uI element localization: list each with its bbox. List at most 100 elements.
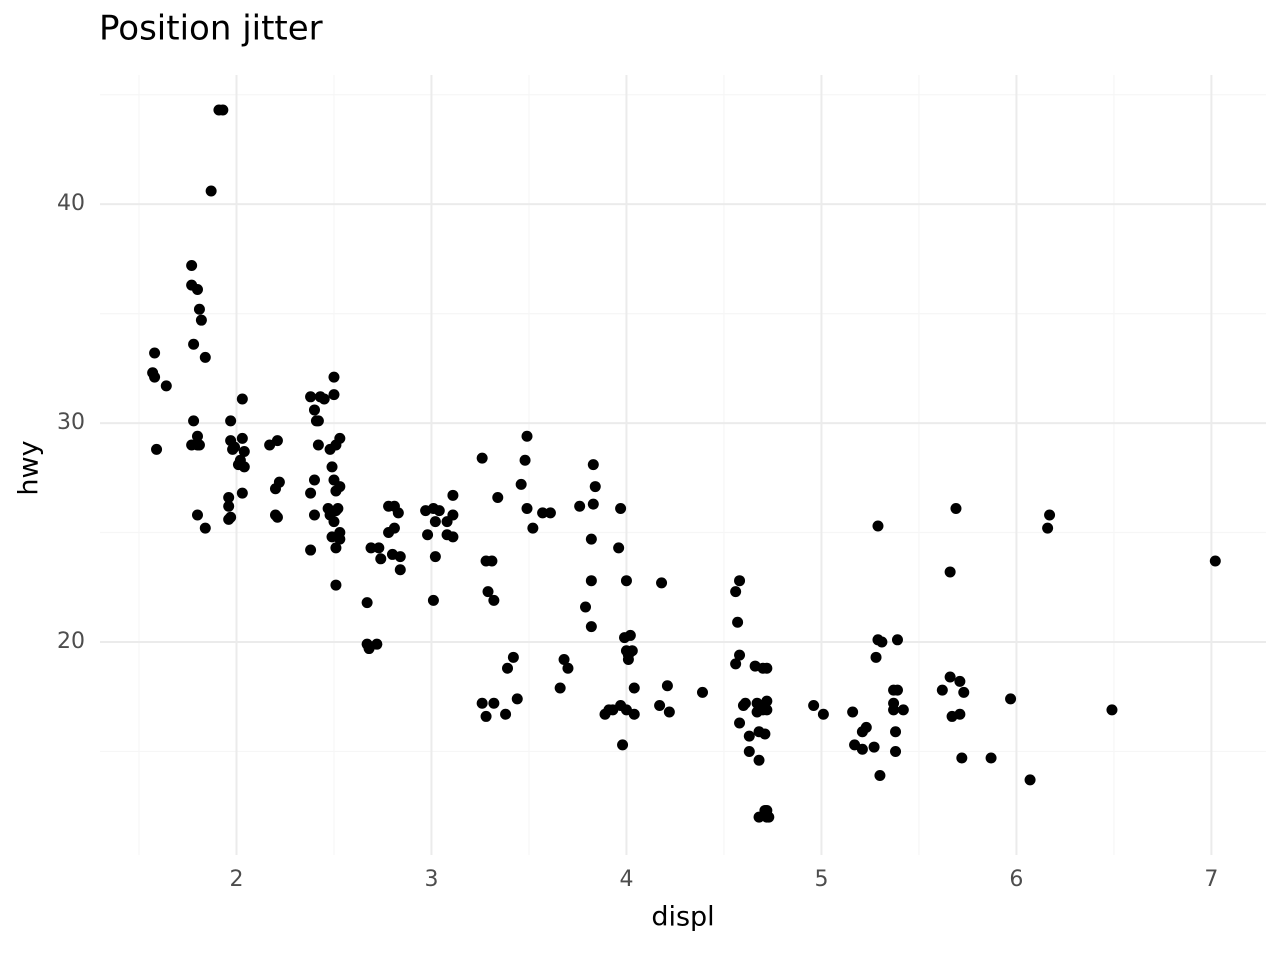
point	[574, 500, 586, 512]
point	[622, 649, 634, 661]
point	[308, 474, 320, 486]
point	[868, 741, 880, 753]
x-axis-label: displ	[651, 902, 714, 933]
point	[761, 695, 773, 707]
point	[191, 430, 203, 442]
point	[447, 531, 459, 543]
point	[954, 708, 966, 720]
point	[305, 487, 317, 499]
point	[188, 415, 200, 427]
point	[429, 551, 441, 563]
point	[847, 706, 859, 718]
point	[330, 579, 342, 591]
point	[537, 507, 549, 519]
point	[236, 487, 248, 499]
point	[950, 502, 962, 514]
point	[365, 542, 377, 554]
point	[271, 435, 283, 447]
point	[587, 459, 599, 471]
point	[696, 686, 708, 698]
chart-title: Position jitter	[99, 9, 323, 49]
point	[238, 461, 250, 473]
point	[223, 492, 235, 504]
point	[191, 284, 203, 296]
point	[1005, 693, 1017, 705]
point	[891, 684, 903, 696]
point	[615, 502, 627, 514]
point	[734, 575, 746, 587]
point	[944, 671, 956, 683]
point	[624, 629, 636, 641]
point	[730, 586, 742, 598]
point	[312, 439, 324, 451]
point	[891, 634, 903, 646]
point	[1106, 704, 1118, 716]
x-tick-label: 5	[814, 867, 828, 892]
point	[195, 314, 207, 326]
point	[1209, 555, 1221, 567]
y-tick-label: 40	[57, 191, 85, 216]
point	[394, 564, 406, 576]
point	[753, 811, 765, 823]
point	[191, 509, 203, 521]
point	[193, 439, 205, 451]
point	[808, 699, 820, 711]
point	[193, 303, 205, 315]
point	[199, 522, 211, 534]
point	[186, 259, 198, 271]
point	[874, 770, 886, 782]
point	[739, 697, 751, 709]
point	[330, 485, 342, 497]
point	[373, 542, 385, 554]
point	[305, 391, 317, 403]
point	[392, 507, 404, 519]
point	[558, 654, 570, 666]
x-tick-label: 3	[424, 867, 438, 892]
point	[944, 566, 956, 578]
point	[515, 478, 527, 490]
point	[759, 728, 771, 740]
point	[761, 662, 773, 674]
point	[856, 726, 868, 738]
point	[324, 443, 336, 455]
point	[422, 529, 434, 541]
point	[492, 492, 504, 504]
point	[447, 489, 459, 501]
point	[936, 684, 948, 696]
point	[388, 522, 400, 534]
point	[521, 502, 533, 514]
point	[447, 509, 459, 521]
point	[956, 752, 968, 764]
point	[870, 651, 882, 663]
point	[1044, 509, 1056, 521]
point	[236, 393, 248, 405]
point	[511, 693, 523, 705]
point	[1024, 774, 1036, 786]
point	[223, 500, 235, 512]
point	[656, 577, 668, 589]
point	[271, 511, 283, 523]
point	[488, 697, 500, 709]
point	[613, 542, 625, 554]
point	[654, 699, 666, 711]
point	[661, 680, 673, 692]
point	[482, 586, 494, 598]
point	[236, 432, 248, 444]
point	[617, 739, 629, 751]
point	[328, 371, 340, 383]
point	[308, 509, 320, 521]
point	[761, 704, 773, 716]
point	[217, 104, 229, 116]
point	[160, 380, 172, 392]
x-tick-label: 2	[229, 867, 243, 892]
point	[326, 461, 338, 473]
point	[743, 745, 755, 757]
point	[527, 522, 539, 534]
point	[223, 513, 235, 525]
point	[318, 393, 330, 405]
point	[332, 502, 344, 514]
point	[585, 575, 597, 587]
point	[149, 347, 161, 359]
point	[897, 704, 909, 716]
